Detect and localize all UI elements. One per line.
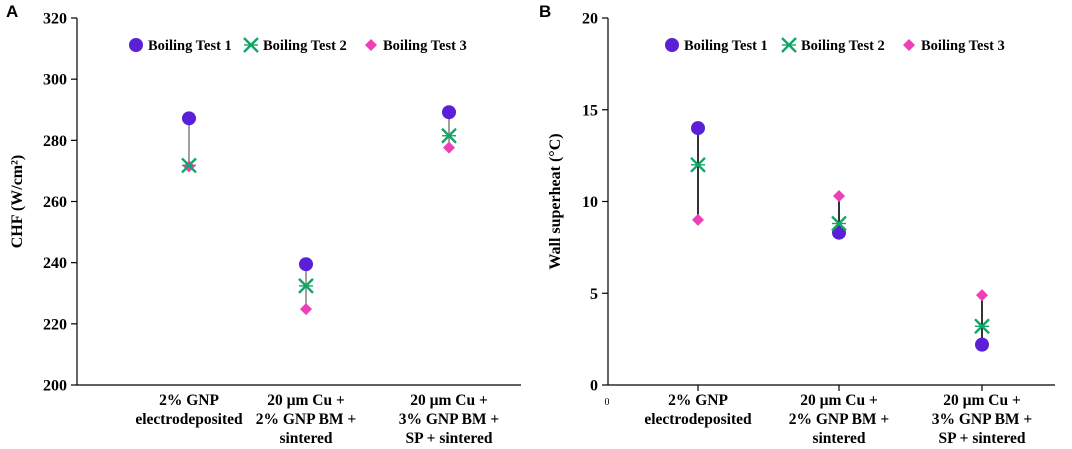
x-category-label: 2% GNP [159,392,219,409]
x-category-label: 20 µm Cu + [267,392,345,409]
legend-marker-test-3 [365,39,377,51]
x-category-label: 20 µm Cu + [800,392,878,409]
data-point-test-1 [975,337,989,352]
y-tick-label: 0 [590,378,598,395]
legend-marker-test-1 [665,38,679,52]
legend-marker-test-2 [781,37,797,53]
y-tick-label: 220 [43,316,67,333]
x-category-label: 20 µm Cu + [943,392,1021,409]
y-tick-label: 15 [582,102,598,119]
x-category-label: electrodeposited [135,411,243,428]
x-category-label: SP + sintered [939,430,1026,447]
y-tick-label: 260 [43,194,67,211]
data-point-test-3 [692,213,704,226]
y-tick-label: 240 [43,255,67,272]
x-origin-label: 0 [605,397,610,408]
y-tick-label: 5 [590,286,598,303]
y-tick-label: 10 [582,194,598,211]
legend-label: Boiling Test 2 [801,38,885,54]
data-point-test-2 [690,156,706,173]
legend-label: Boiling Test 1 [148,38,232,54]
y-axis-title: CHF (W/cm²) [9,155,26,249]
data-point-test-3 [443,141,455,154]
panel-b: B 0 5 10 15 20 Wall superheat (°C) 0 2% GNP elec… [539,2,1055,447]
panel-letter: A [6,2,18,21]
data-point-test-3 [976,289,988,302]
y-tick-label: 280 [43,133,67,150]
x-category-label: 20 µm Cu + [410,392,488,409]
legend-label: Boiling Test 3 [921,38,1005,54]
x-category-label: sintered [812,430,865,447]
legend-label: Boiling Test 2 [263,38,347,54]
x-category-label: 2% GNP BM + [789,411,890,428]
data-point-test-1 [832,225,846,240]
x-category-label: 3% GNP BM + [399,411,500,428]
y-tick-label: 200 [43,378,67,395]
y-tick-label: 320 [43,11,67,28]
panel-letter: B [539,2,551,21]
legend-marker-test-3 [903,39,915,51]
x-category-label: 3% GNP BM + [932,411,1033,428]
x-category-label: SP + sintered [406,430,493,447]
panel-a: A 200 220 240 260 280 300 320 CHF (W/cm²) 2% GNP… [6,2,521,447]
data-point-test-3 [833,189,845,202]
x-category-label: electrodeposited [644,411,752,428]
data-point-test-2 [974,318,990,335]
y-tick-label: 300 [43,72,67,89]
y-tick-label: 20 [582,11,598,28]
x-category-label: sintered [279,430,332,447]
data-point-test-2 [831,215,847,232]
data-point-test-1 [691,121,705,136]
x-category-label: 2% GNP BM + [256,411,357,428]
y-axis-title: Wall superheat (°C) [547,133,564,269]
legend-label: Boiling Test 3 [383,38,467,54]
data-point-test-1 [442,105,456,120]
data-point-test-2 [441,127,457,144]
data-point-test-3 [300,303,312,316]
data-point-test-1 [182,111,196,126]
data-point-test-1 [299,257,313,272]
x-category-label: 2% GNP [668,392,728,409]
legend-label: Boiling Test 1 [684,38,768,54]
data-point-test-2 [181,157,197,174]
data-point-test-2 [298,278,314,294]
legend-marker-test-1 [129,38,143,52]
legend-marker-test-2 [243,37,259,53]
